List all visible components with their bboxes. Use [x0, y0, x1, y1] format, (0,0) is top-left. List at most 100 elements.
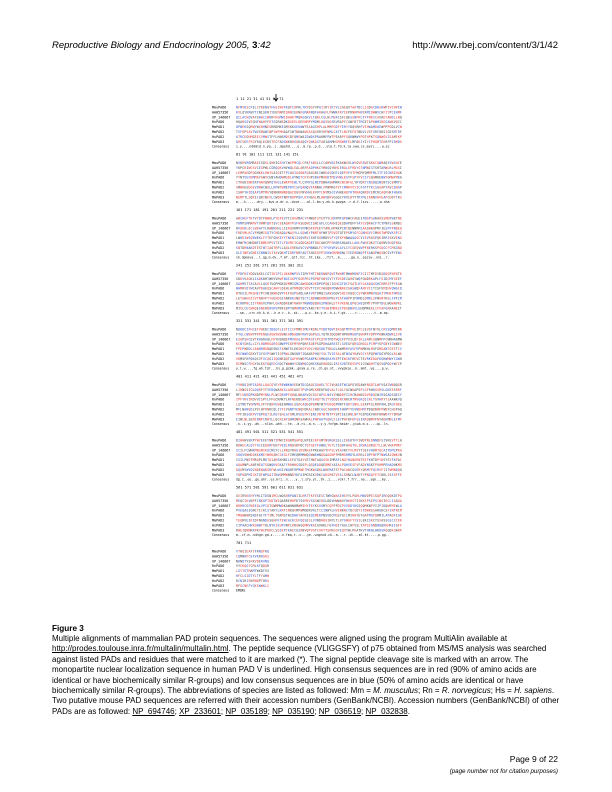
residue: F — [273, 135, 275, 139]
residue: N — [398, 115, 400, 119]
residue: W — [248, 166, 250, 170]
residue: K — [282, 398, 284, 402]
residue: S — [350, 282, 352, 286]
residue: T — [251, 458, 253, 462]
residue: G — [315, 468, 317, 472]
residue: E — [309, 448, 311, 452]
residue: A — [381, 115, 383, 119]
residue: A — [323, 176, 325, 180]
residue: Q — [385, 504, 387, 508]
residue: E — [261, 362, 263, 366]
residue: R — [307, 408, 309, 412]
residue: R — [278, 120, 280, 124]
residue: D — [377, 403, 379, 407]
residue: G — [319, 301, 321, 305]
residue: V — [379, 306, 381, 310]
residue: I — [236, 190, 238, 194]
residue: C — [269, 448, 271, 452]
residue: Q — [307, 171, 309, 175]
residue: D — [385, 412, 387, 416]
residue: M — [286, 403, 288, 407]
residue: T — [379, 166, 381, 170]
residue: D — [381, 130, 383, 134]
residue: W — [282, 186, 284, 190]
residue: C — [392, 106, 394, 110]
residue: E — [315, 453, 317, 457]
residue: A — [390, 398, 392, 402]
residue: I — [317, 171, 319, 175]
residue: H — [340, 190, 342, 194]
residue: E — [267, 125, 269, 129]
residue: D — [236, 439, 238, 443]
residue: H — [358, 473, 360, 477]
residue: W — [377, 393, 379, 397]
residue: R — [313, 190, 315, 194]
residue: S — [352, 499, 354, 503]
residue: Y — [352, 195, 354, 199]
running-header-url[interactable]: http://www.rbej.com/content/3/1/42 — [412, 40, 558, 51]
residue: W — [346, 186, 348, 190]
residue: V — [304, 388, 306, 392]
residue: C — [325, 408, 327, 412]
residue: F — [385, 190, 387, 194]
residue: M — [342, 347, 344, 351]
residue: G — [265, 231, 267, 235]
residue: C — [319, 166, 321, 170]
residue: Q — [255, 306, 257, 310]
residue: G — [273, 282, 275, 286]
residue: H — [400, 357, 402, 361]
sequence-name: MmPAD2 — [212, 297, 224, 301]
residue: I — [338, 297, 340, 301]
residue: Q — [309, 140, 311, 144]
residue: W — [373, 328, 375, 332]
residue: V — [271, 282, 273, 286]
residue: R — [290, 186, 292, 190]
residue: G — [284, 125, 286, 129]
residue: I — [398, 347, 400, 351]
residue: L — [352, 181, 354, 185]
residue: M — [236, 393, 238, 397]
residue: N — [267, 408, 269, 412]
residue: G — [246, 509, 248, 513]
residue: R — [338, 181, 340, 185]
residue: S — [336, 352, 338, 356]
residue: C — [375, 306, 377, 310]
residue: Y — [354, 277, 356, 281]
residue: R — [265, 417, 267, 421]
residue: R — [342, 166, 344, 170]
residue: G — [280, 352, 282, 356]
residue: E — [244, 186, 246, 190]
residue: Y — [267, 439, 269, 443]
residue: R — [371, 246, 373, 250]
residue: V — [390, 186, 392, 190]
residue: H — [292, 463, 294, 467]
residue: G — [321, 458, 323, 462]
residue: K — [369, 357, 371, 361]
residue: R — [369, 398, 371, 402]
residue: R — [383, 236, 385, 240]
residue: P — [329, 448, 331, 452]
residue: G — [240, 468, 242, 472]
residue: W — [350, 306, 352, 310]
residue: Y — [385, 398, 387, 402]
residue: T — [253, 130, 255, 134]
residue: R — [298, 301, 300, 305]
residue: A — [275, 251, 277, 255]
residue: F — [377, 130, 379, 134]
residue: F — [265, 514, 267, 518]
residue: S — [259, 246, 261, 250]
residue: F — [367, 115, 369, 119]
residue: C — [375, 115, 377, 119]
alignment-position-ruler: 561 571 581 591 601 611 621 631 — [236, 486, 303, 490]
residue: D — [302, 241, 304, 245]
residue: N — [300, 362, 302, 366]
residue: C — [344, 181, 346, 185]
residue: G — [381, 272, 383, 276]
residue: A — [261, 176, 263, 180]
residue: P — [236, 509, 238, 513]
residue: Y — [290, 448, 292, 452]
residue: S — [331, 120, 333, 124]
residue: P — [238, 347, 240, 351]
residue: V — [356, 463, 358, 467]
residue: V — [304, 287, 306, 291]
